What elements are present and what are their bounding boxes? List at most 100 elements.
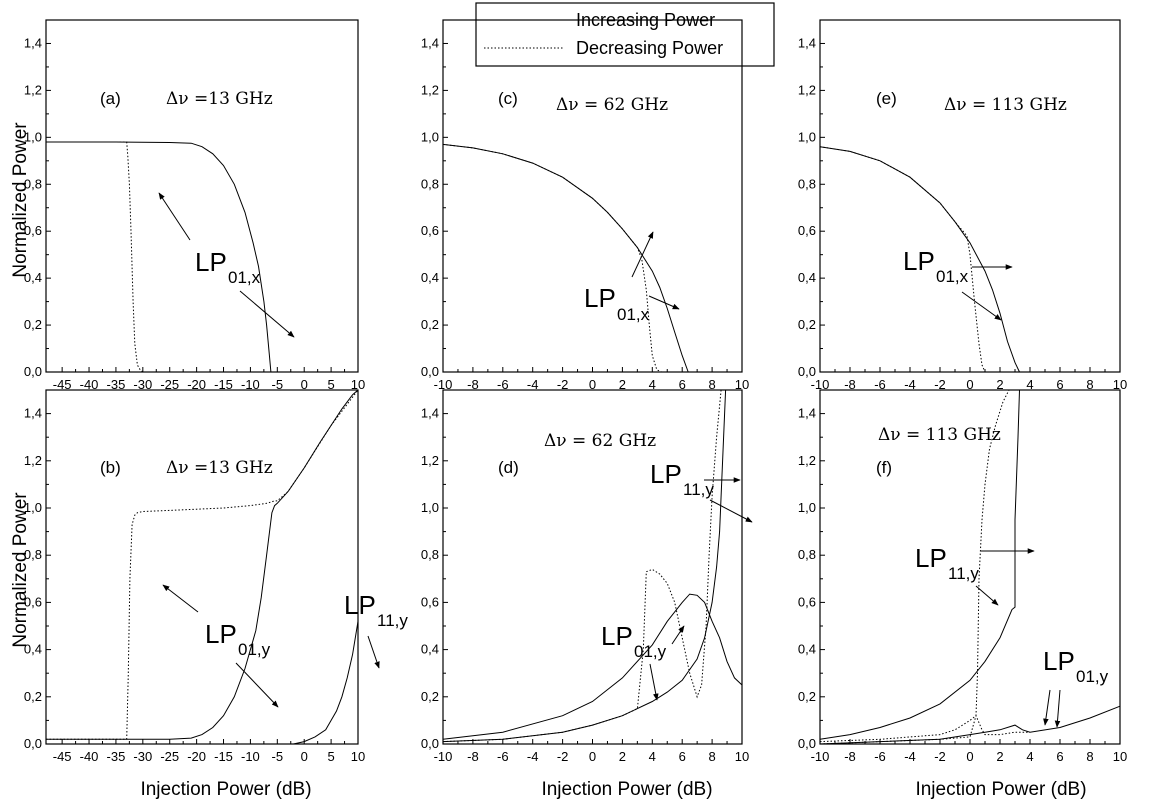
panel-c: 0,0 0,2 0,4 0,6 0,8 1,0 1,2 1,4 -10 -8 -6 -4 -2 0 2 4 6 8… — [421, 19, 749, 392]
annotation-lp01x-c: LP 01,x — [584, 231, 680, 324]
x-tick-label: 10 — [1113, 749, 1127, 764]
x-tick-label: 0 — [966, 377, 973, 392]
panel-tag-b: (b) — [100, 458, 121, 477]
panel-f: 0,0 0,2 0,4 0,6 0,8 1,0 1,2 1,4 -10 -8 -6 -4 -2 0 2 4 6 8… — [798, 389, 1127, 800]
annotation-lp01y-d: LP 01,y — [601, 621, 685, 701]
plot-frame — [45, 19, 359, 373]
x-tick-label: -25 — [160, 749, 179, 764]
series-line-dotted — [819, 389, 1010, 743]
x-tick-label: -4 — [904, 377, 916, 392]
x-tick-label: -6 — [874, 749, 886, 764]
legend-entry-decreasing: Decreasing Power — [576, 38, 723, 58]
axes-e: 0,0 0,2 0,4 0,6 0,8 1,0 1,2 1,4 -10 -8 -6 -4 -2 0 2 4 6 8… — [798, 19, 1127, 392]
x-tick-label: 2 — [996, 749, 1003, 764]
annotation-lp01y-f: LP 01,y — [1043, 646, 1109, 728]
delta-nu-label-f: Δν = 113 GHz — [878, 425, 1001, 445]
x-tick-label: -8 — [467, 377, 479, 392]
annotation-arrow — [975, 585, 999, 606]
x-tick-label: 2 — [619, 749, 626, 764]
curves-d — [442, 389, 743, 743]
y-tick-label: 0,6 — [798, 594, 816, 609]
panel-e: 0,0 0,2 0,4 0,6 0,8 1,0 1,2 1,4 -10 -8 -6 -4 -2 0 2 4 6 8… — [798, 19, 1127, 392]
x-tick-label: -8 — [844, 749, 856, 764]
annotation-subscript: 01,y — [634, 642, 667, 661]
series-line-solid — [442, 593, 743, 740]
panel-tag-d: (d) — [498, 458, 519, 477]
x-tick-label: -6 — [874, 377, 886, 392]
x-tick-label: 6 — [1056, 749, 1063, 764]
series-line-dotted — [819, 714, 1030, 745]
annotation-arrow — [961, 291, 1002, 321]
x-tick-label: -4 — [527, 377, 539, 392]
y-tick-label: 0,6 — [24, 223, 42, 238]
series-line-dotted — [442, 389, 722, 743]
axes-b: 0,00,20,40,60,81,01,21,4-45 -40 -35 -30 -25-… — [24, 389, 365, 764]
y-tick-label: 0,0 — [798, 736, 816, 751]
y-tick-label: 0,8 — [798, 176, 816, 191]
y-tick-label: 0,6 — [421, 594, 439, 609]
series-line-solid — [46, 389, 359, 740]
annotation-lp11y-d: LP 11,y — [650, 459, 753, 523]
y-tick-label: 0,2 — [798, 317, 816, 332]
x-tick-label: 4 — [1026, 377, 1033, 392]
x-tick-label: -20 — [187, 749, 206, 764]
curves-e — [819, 146, 1020, 373]
y-tick-label: 1,0 — [421, 500, 439, 515]
x-tick-label: 0 — [301, 749, 308, 764]
series-line-solid — [46, 621, 359, 745]
annotation-subscript: 11,y — [683, 480, 714, 499]
x-tick-label: -30 — [133, 377, 152, 392]
y-tick-label: 0,4 — [24, 270, 42, 285]
y-tick-label: 1,0 — [798, 129, 816, 144]
annotation-subscript: 11,y — [948, 564, 979, 583]
y-tick-label: 1,4 — [24, 406, 42, 421]
annotation-lp11y-b: LP 11,y — [344, 590, 408, 669]
x-tick-label: 5 — [327, 377, 334, 392]
x-tick-label: -25 — [160, 377, 179, 392]
x-axis-title-d: Injection Power (dB) — [541, 779, 712, 800]
annotation-arrow — [235, 662, 279, 708]
x-tick-label: -45 — [53, 749, 72, 764]
x-tick-label: 0 — [589, 377, 596, 392]
annotation-lp01x-e: LP 01,x — [903, 246, 1013, 321]
annotation-subscript: 01,y — [238, 640, 271, 659]
panel-tag-e: (e) — [876, 89, 897, 108]
x-tick-label: 2 — [619, 377, 626, 392]
axes-f: 0,0 0,2 0,4 0,6 0,8 1,0 1,2 1,4 -10 -8 -6 -4 -2 0 2 4 6 8… — [798, 389, 1127, 764]
y-axis-title-a: Normalized Power — [10, 122, 31, 278]
curves-c — [442, 143, 689, 373]
x-tick-label: 8 — [1086, 749, 1093, 764]
y-tick-label: 0,4 — [421, 270, 439, 285]
y-tick-label: 0,2 — [421, 317, 439, 332]
series-line-solid — [46, 141, 272, 373]
y-tick-label: 0,6 — [421, 223, 439, 238]
curves-f — [819, 389, 1121, 745]
annotation-lp11y-f: LP 11,y — [915, 543, 1035, 606]
y-tick-label: 0,4 — [24, 642, 42, 657]
annotation-lp01x-a: LP 01,x — [158, 192, 295, 338]
annotation-subscript: 01,x — [228, 268, 261, 287]
x-tick-label: -4 — [904, 749, 916, 764]
annotation-subscript: 01,x — [936, 267, 969, 286]
annotation-lp01y-b: LP 01,y — [162, 584, 279, 708]
y-tick-label: 1,2 — [421, 453, 439, 468]
y-tick-label: 0,0 — [798, 364, 816, 379]
x-tick-label: -15 — [214, 749, 233, 764]
x-tick-label: 4 — [649, 377, 656, 392]
x-tick-label: 10 — [1113, 377, 1127, 392]
annotation-arrow — [239, 290, 295, 338]
y-tick-label: 0,4 — [798, 642, 816, 657]
curves-b — [46, 389, 359, 745]
series-line-solid — [442, 143, 689, 373]
panel-b: 0,00,20,40,60,81,01,21,4-45 -40 -35 -30 -25-… — [10, 389, 408, 800]
plot-frame — [45, 389, 359, 745]
series-line-solid — [819, 146, 1020, 373]
panel-tag-c: (c) — [498, 89, 518, 108]
annotation-label: LP — [601, 621, 633, 651]
x-tick-label: -8 — [844, 377, 856, 392]
x-tick-label: 0 — [301, 377, 308, 392]
annotation-arrow — [162, 584, 199, 613]
x-tick-label: 10 — [351, 377, 365, 392]
x-tick-label: -2 — [557, 377, 569, 392]
